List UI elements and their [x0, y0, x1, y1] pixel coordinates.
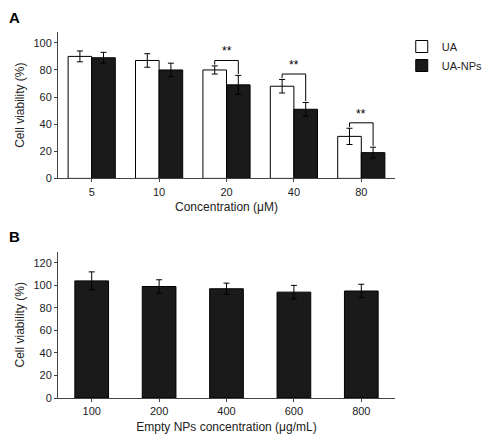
svg-text:80: 80 — [355, 186, 367, 198]
svg-text:120: 120 — [33, 257, 51, 269]
svg-text:10: 10 — [153, 186, 165, 198]
svg-text:**: ** — [289, 58, 299, 72]
svg-text:20: 20 — [220, 186, 232, 198]
svg-text:800: 800 — [352, 405, 370, 417]
svg-text:Empty NPs concentration (μg/mL: Empty NPs concentration (μg/mL) — [136, 420, 316, 434]
svg-text:20: 20 — [40, 145, 52, 157]
svg-text:**: ** — [222, 44, 232, 58]
svg-text:200: 200 — [150, 405, 168, 417]
svg-text:B: B — [9, 228, 20, 245]
svg-text:80: 80 — [40, 64, 52, 76]
svg-text:60: 60 — [40, 324, 52, 336]
svg-text:UA: UA — [442, 41, 458, 53]
svg-text:Cell viability (%): Cell viability (%) — [13, 282, 27, 367]
svg-text:20: 20 — [40, 369, 52, 381]
svg-text:40: 40 — [40, 118, 52, 130]
svg-text:UA-NPs: UA-NPs — [442, 60, 482, 72]
svg-text:40: 40 — [40, 347, 52, 359]
svg-text:60: 60 — [40, 91, 52, 103]
svg-text:40: 40 — [288, 186, 300, 198]
svg-text:**: ** — [356, 107, 366, 121]
svg-text:Cell viability (%): Cell viability (%) — [13, 63, 27, 148]
svg-text:A: A — [9, 9, 20, 26]
svg-text:5: 5 — [89, 186, 95, 198]
svg-text:80: 80 — [40, 302, 52, 314]
svg-text:0: 0 — [46, 172, 52, 184]
svg-text:100: 100 — [83, 405, 101, 417]
svg-text:400: 400 — [217, 405, 235, 417]
svg-text:0: 0 — [46, 392, 52, 404]
svg-text:600: 600 — [285, 405, 303, 417]
svg-text:100: 100 — [33, 279, 51, 291]
svg-text:Concentration (μM): Concentration (μM) — [175, 200, 278, 214]
svg-text:100: 100 — [33, 37, 51, 49]
